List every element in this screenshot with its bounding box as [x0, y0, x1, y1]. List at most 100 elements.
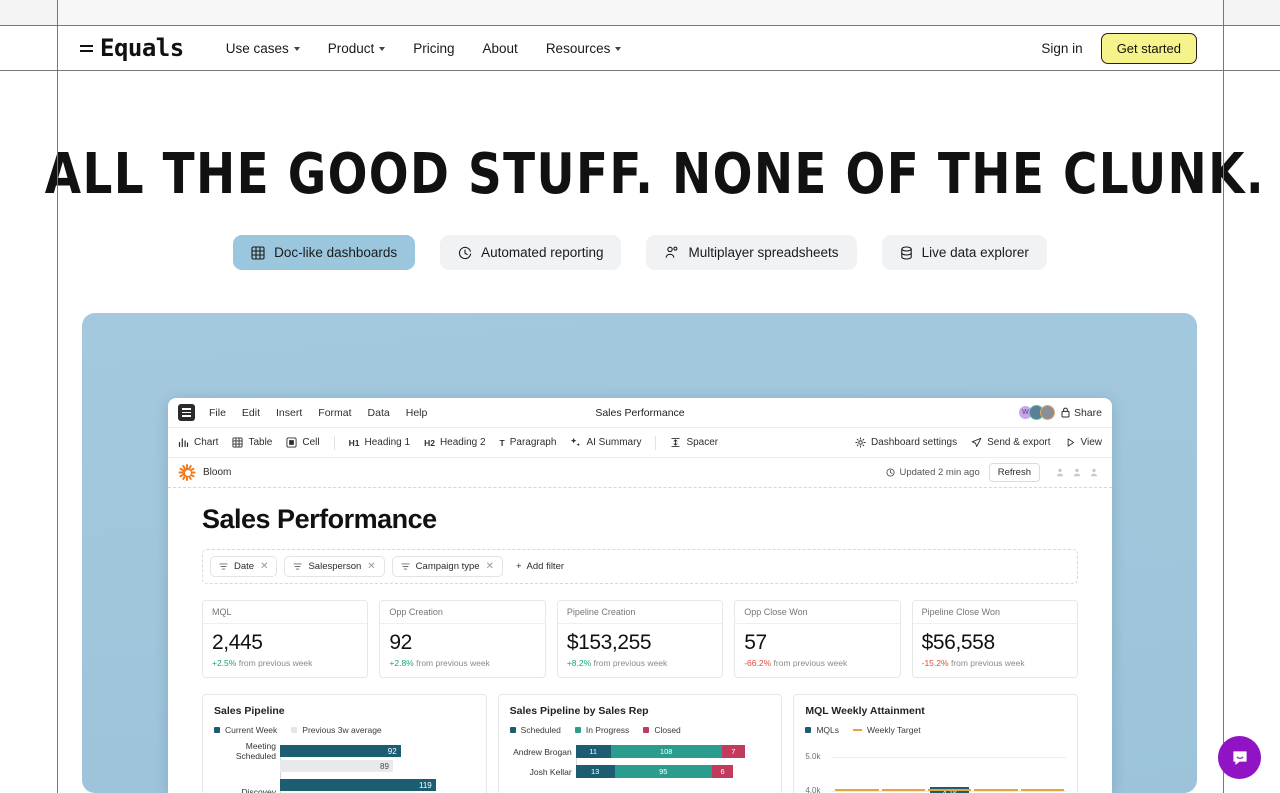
layout-guide-right	[1223, 0, 1224, 793]
people-icon	[666, 246, 678, 258]
menu-icon[interactable]	[178, 404, 195, 421]
chart-sales-pipeline-by-rep: Sales Pipeline by Sales Rep Scheduled In…	[497, 694, 783, 793]
toolbar-spacer-button[interactable]: Spacer	[670, 437, 718, 448]
kpi-card-opp-creation: Opp Creation 92 +2.8% from previous week	[379, 600, 546, 678]
clock-icon	[459, 246, 472, 259]
nav-item-about[interactable]: About	[483, 41, 518, 56]
brand-logo[interactable]: Equals	[80, 34, 184, 62]
filter-chip-date[interactable]: Date ✕	[210, 556, 278, 577]
gridline	[831, 757, 1067, 758]
bar-segment: 13	[575, 765, 615, 778]
gear-icon	[855, 437, 866, 448]
refresh-button[interactable]: Refresh	[988, 463, 1040, 482]
kpi-row: MQL 2,445 +2.5% from previous week Opp C…	[202, 600, 1079, 678]
menu-edit[interactable]: Edit	[241, 406, 261, 419]
kpi-value: 92	[389, 631, 412, 654]
person-icon[interactable]	[1070, 466, 1083, 479]
tab-doc-like-dashboards[interactable]: Doc-like dashboards	[233, 235, 416, 270]
target-line	[835, 789, 879, 791]
add-filter-button[interactable]: + Add filter	[510, 557, 570, 576]
chart-row: Sales Pipeline Current Week Previous 3w …	[202, 694, 1079, 793]
tab-multiplayer-spreadsheets[interactable]: Multiplayer spreadsheets	[646, 235, 857, 270]
close-icon[interactable]: ✕	[485, 561, 494, 572]
bar-value: 92	[280, 745, 401, 757]
nav-item-pricing[interactable]: Pricing	[413, 41, 454, 56]
view-button[interactable]: View	[1065, 437, 1102, 448]
chart-title: Sales Pipeline by Sales Rep	[509, 705, 649, 717]
toolbar-label: Paragraph	[509, 437, 557, 448]
database-icon	[900, 245, 912, 260]
nav-item-product[interactable]: Product	[328, 41, 386, 56]
kpi-card-pipeline-close-won: Pipeline Close Won $56,558 -15.2% from p…	[911, 600, 1079, 678]
toolbar-divider	[333, 435, 335, 450]
bar-value: 89	[280, 760, 393, 772]
toolbar-chart-button[interactable]: Chart	[178, 437, 218, 448]
updated-status: Updated 2 min ago	[886, 467, 980, 478]
legend-swatch	[214, 727, 220, 733]
close-icon[interactable]: ✕	[260, 561, 269, 572]
document-title: Sales Performance	[595, 406, 685, 419]
tab-live-data-explorer[interactable]: Live data explorer	[881, 235, 1047, 270]
site-navbar: Equals Use cases Product Pricing About R…	[58, 26, 1223, 70]
target-line	[881, 789, 925, 791]
legend-item: Current Week	[214, 725, 277, 735]
toolbar-table-button[interactable]: Table	[232, 437, 272, 448]
text-icon: T	[499, 437, 505, 448]
toolbar-divider	[655, 435, 657, 450]
kpi-delta-pct: -66.2%	[744, 658, 772, 668]
toolbar-cell-button[interactable]: Cell	[286, 437, 320, 448]
toolbar-heading2-button[interactable]: H2 Heading 2	[424, 437, 485, 448]
nav-item-resources[interactable]: Resources	[546, 41, 622, 56]
legend-swatch	[643, 727, 650, 733]
menu-insert[interactable]: Insert	[276, 406, 303, 419]
add-filter-label: Add filter	[526, 561, 565, 572]
toolbar-paragraph-button[interactable]: T Paragraph	[500, 437, 557, 448]
toolbar-right-group: Dashboard settings Send & export View	[855, 437, 1102, 448]
nav-actions: Sign in Get started	[1041, 32, 1197, 64]
share-button[interactable]: Share	[1061, 407, 1102, 419]
dashboard-settings-button[interactable]: Dashboard settings	[855, 437, 957, 448]
app-toolbar: Chart Table Cell H1 Heading 1	[168, 428, 1112, 458]
close-icon[interactable]: ✕	[367, 561, 376, 572]
nav-item-use-cases[interactable]: Use cases	[226, 41, 300, 56]
person-icon[interactable]	[1087, 466, 1100, 479]
filter-icon	[293, 563, 303, 570]
source-actions: Updated 2 min ago Refresh	[886, 463, 1100, 482]
chart-legend: Current Week Previous 3w average	[214, 725, 475, 735]
filter-chip-salesperson[interactable]: Salesperson ✕	[284, 556, 385, 577]
kpi-delta-pct: +2.8%	[389, 658, 414, 668]
filter-label: Date	[234, 561, 255, 572]
chart-plot-area: 5.0k 4.0k	[805, 743, 1067, 793]
filter-chip-campaign-type[interactable]: Campaign type ✕	[391, 556, 503, 577]
sign-in-link[interactable]: Sign in	[1041, 40, 1083, 56]
menu-data[interactable]: Data	[367, 406, 390, 419]
tab-label: Live data explorer	[921, 245, 1029, 260]
kpi-body: $56,558 -15.2% from previous week	[913, 624, 1077, 677]
menu-file[interactable]: File	[209, 406, 226, 419]
tab-automated-reporting[interactable]: Automated reporting	[440, 235, 622, 270]
kpi-delta-pct: +2.5%	[212, 658, 237, 668]
legend-label: Current Week	[225, 725, 278, 735]
send-export-button[interactable]: Send & export	[971, 437, 1051, 448]
avatar[interactable]	[1039, 405, 1055, 420]
toolbar-heading1-button[interactable]: H1 Heading 1	[349, 437, 410, 448]
menu-help[interactable]: Help	[405, 406, 428, 419]
nav-item-label: Use cases	[225, 40, 289, 56]
updated-label: Updated 2 min ago	[899, 467, 980, 478]
top-strip-inner	[57, 0, 1223, 25]
layout-guide-left	[57, 0, 58, 793]
avatar-group: W	[1017, 405, 1055, 420]
filter-bar: Date ✕ Salesperson ✕ Campaign type ✕	[202, 549, 1078, 584]
get-started-button[interactable]: Get started	[1100, 32, 1197, 64]
chat-widget-button[interactable]	[1218, 736, 1261, 779]
menu-format[interactable]: Format	[318, 406, 352, 419]
spacer-icon	[671, 438, 681, 447]
bar-value: 119	[280, 779, 436, 791]
legend-label: In Progress	[585, 725, 630, 735]
toolbar-ai-summary-button[interactable]: AI Summary	[570, 437, 641, 448]
bar-row: Andrew Brogan 11 108 7	[513, 745, 771, 758]
toolbar-label: AI Summary	[586, 437, 642, 448]
toolbar-label: Heading 2	[439, 437, 486, 448]
person-icon[interactable]	[1053, 466, 1066, 479]
nav-links: Use cases Product Pricing About Resource…	[226, 41, 622, 56]
